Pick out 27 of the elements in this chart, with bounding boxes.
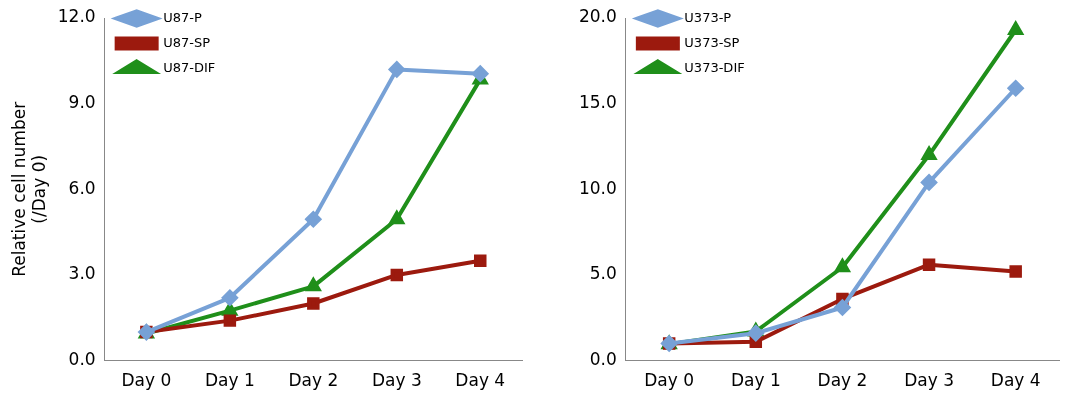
x-tick-label: Day 4 — [455, 370, 506, 391]
x-tick-label: Day 3 — [371, 370, 422, 391]
x-tick-label: Day 1 — [204, 370, 255, 391]
y-axis-title: Relative cell number (/Day 0) — [8, 101, 50, 277]
x-tick-label: Day 2 — [817, 370, 868, 391]
legend-label: U87-DIF — [163, 59, 216, 75]
x-tick-label: Day 0 — [644, 370, 695, 391]
legend-label: U373-P — [684, 9, 732, 25]
y-tick-label: 6.0 — [68, 177, 96, 198]
y-tick-label: 0.0 — [589, 349, 617, 370]
y-tick-label: 9.0 — [68, 92, 96, 113]
x-tick-label: Day 3 — [904, 370, 954, 391]
y-tick-label: 0.0 — [68, 349, 96, 370]
y-tick-label: 3.0 — [68, 263, 96, 284]
y-tick-label: 5.0 — [589, 263, 617, 284]
x-tick-label: Day 4 — [990, 370, 1041, 391]
legend-label: U373-DIF — [684, 59, 745, 75]
y-tick-label: 10.0 — [578, 177, 617, 198]
y-tick-label: 15.0 — [578, 92, 617, 113]
legend-label: U87-P — [163, 9, 202, 25]
y-tick-label: 12.0 — [57, 6, 96, 27]
legend-label: U373-SP — [684, 34, 740, 50]
y-tick-label: 20.0 — [578, 6, 617, 27]
x-tick-label: Day 2 — [288, 370, 339, 391]
legend-label: U87-SP — [163, 34, 211, 50]
x-tick-label: Day 1 — [730, 370, 781, 391]
x-tick-label: Day 0 — [121, 370, 172, 391]
